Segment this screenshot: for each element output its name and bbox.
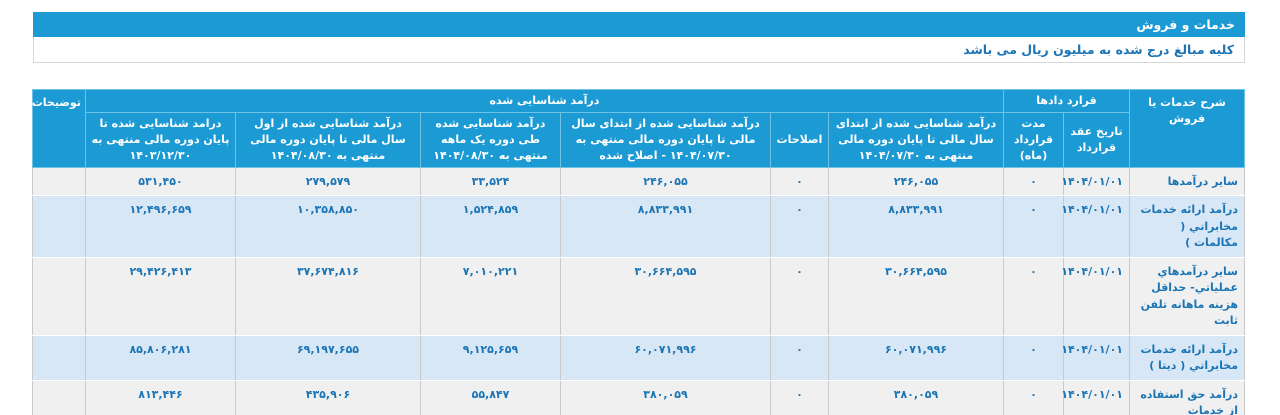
cell-adjustments: ۰ xyxy=(769,379,829,415)
col-header-rev-one-month-0830: درآمد شناسایی شده طی دوره یک ماهه منتهی … xyxy=(419,111,561,168)
table-row: درآمد ارائه خدمات مخابراتي ( دیتا ) ۱۴۰۴/… xyxy=(31,334,1245,381)
cell-rev-until-1403: ۸۱۳,۴۴۶ xyxy=(84,379,236,415)
col-group-contracts: قرارد دادها xyxy=(1002,89,1131,113)
revenue-table: شرح خدمات یا فروش قرارد دادها درآمد شناس… xyxy=(32,89,1245,415)
cell-rev-fy-0730: ۶۰,۰۷۱,۹۹۶ xyxy=(827,334,1004,381)
cell-notes xyxy=(31,166,86,197)
cell-notes xyxy=(31,256,86,336)
cell-service: درآمد حق استفاده از خدمات مخابراتي xyxy=(1129,379,1245,415)
col-header-rev-fy-0730-adjusted: درآمد شناسایی شده از ابتدای سال مالی تا … xyxy=(559,111,771,168)
cell-rev-until-1403: ۲۹,۴۲۶,۴۱۳ xyxy=(84,256,236,336)
cell-rev-fy-0730: ۸,۸۳۳,۹۹۱ xyxy=(827,195,1004,258)
col-header-contract-date: تاریخ عقد قرارداد xyxy=(1063,111,1130,168)
cell-rev-fy-0830: ۱۰,۳۵۸,۸۵۰ xyxy=(234,195,421,258)
cell-duration: ۰ xyxy=(1002,334,1065,381)
col-group-revenue: درآمد شناسایی شده xyxy=(84,89,1004,113)
cell-rev-until-1403: ۱۲,۴۹۶,۶۵۹ xyxy=(84,195,236,258)
cell-rev-fy-0730-adj: ۶۰,۰۷۱,۹۹۶ xyxy=(559,334,771,381)
section-title: خدمات و فروش xyxy=(1136,17,1235,32)
cell-rev-fy-0730-adj: ۳۰,۶۶۴,۵۹۵ xyxy=(559,256,771,336)
col-header-notes: توضیحات xyxy=(32,89,86,168)
cell-duration: ۰ xyxy=(1002,256,1065,336)
cell-contract-date: ۱۴۰۴/۰۱/۰۱ xyxy=(1061,195,1130,258)
cell-adjustments: ۰ xyxy=(769,166,829,197)
cell-rev-fy-0730-adj: ۸,۸۳۳,۹۹۱ xyxy=(559,195,771,258)
cell-rev-month-0830: ۱,۵۲۴,۸۵۹ xyxy=(419,195,561,258)
currency-note: کلیه مبالغ درج شده به میلیون ریال می باش… xyxy=(963,42,1234,57)
table-row: درآمد ارائه خدمات مخابراتي ( مکالمات ) ۱۴… xyxy=(31,195,1245,258)
cell-service: سایر درآمدهاي عملیاتي- حداقل هزینه ماهان… xyxy=(1129,256,1245,336)
cell-contract-date: ۱۴۰۴/۰۱/۰۱ xyxy=(1061,166,1130,197)
cell-service: درآمد ارائه خدمات مخابراتي ( مکالمات ) xyxy=(1129,195,1245,258)
cell-rev-fy-0730: ۳۰,۶۶۴,۵۹۵ xyxy=(827,256,1004,336)
cell-contract-date: ۱۴۰۴/۰۱/۰۱ xyxy=(1061,379,1130,415)
cell-service: سایر درآمدها xyxy=(1129,166,1245,197)
cell-rev-fy-0730-adj: ۲۴۶,۰۵۵ xyxy=(559,166,771,197)
cell-rev-fy-0830: ۲۷۹,۵۷۹ xyxy=(234,166,421,197)
col-header-rev-until-1403: درامد شناسایی شده تا پایان دوره مالی منت… xyxy=(84,111,236,168)
table-row: درآمد حق استفاده از خدمات مخابراتي۱۴۰۴/۰… xyxy=(31,379,1245,415)
cell-rev-fy-0830: ۶۹,۱۹۷,۶۵۵ xyxy=(234,334,421,381)
cell-service: درآمد ارائه خدمات مخابراتي ( دیتا ) xyxy=(1129,334,1245,381)
cell-rev-month-0830: ۹,۱۲۵,۶۵۹ xyxy=(419,334,561,381)
cell-notes xyxy=(31,334,86,381)
cell-adjustments: ۰ xyxy=(769,334,829,381)
cell-rev-fy-0830: ۴۳۵,۹۰۶ xyxy=(234,379,421,415)
table-header: شرح خدمات یا فروش قرارد دادها درآمد شناس… xyxy=(32,89,1245,168)
cell-rev-fy-0830: ۳۷,۶۷۴,۸۱۶ xyxy=(234,256,421,336)
cell-adjustments: ۰ xyxy=(769,195,829,258)
cell-rev-month-0830: ۵۵,۸۴۷ xyxy=(419,379,561,415)
currency-note-bar: کلیه مبالغ درج شده به میلیون ریال می باش… xyxy=(33,37,1245,63)
cell-contract-date: ۱۴۰۴/۰۱/۰۱ xyxy=(1061,334,1130,381)
table-body: سایر درآمدها ۱۴۰۴/۰۱/۰۱ ۰ ۲۴۶,۰۵۵ ۰ ۲۴۶,۰۵۵ ۳۳… xyxy=(31,166,1245,415)
cell-rev-until-1403: ۸۵,۸۰۶,۲۸۱ xyxy=(84,334,236,381)
cell-rev-fy-0730-adj: ۳۸۰,۰۵۹ xyxy=(559,379,771,415)
revenue-table-wrap: شرح خدمات یا فروش قرارد دادها درآمد شناس… xyxy=(32,89,1245,415)
table-row: سایر درآمدها ۱۴۰۴/۰۱/۰۱ ۰ ۲۴۶,۰۵۵ ۰ ۲۴۶,۰۵۵ ۳۳… xyxy=(31,166,1245,197)
col-header-adjustments: اصلاحات xyxy=(769,111,829,168)
cell-contract-date: ۱۴۰۴/۰۱/۰۱ xyxy=(1061,256,1130,336)
cell-rev-fy-0730: ۲۴۶,۰۵۵ xyxy=(827,166,1004,197)
cell-rev-until-1403: ۵۳۱,۴۵۰ xyxy=(84,166,236,197)
header-group-row: شرح خدمات یا فروش قرارد دادها درآمد شناس… xyxy=(32,89,1245,168)
col-header-rev-fy-0730: درآمد شناسایی شده از ابتدای سال مالی تا … xyxy=(827,111,1004,168)
cell-rev-month-0830: ۷,۰۱۰,۲۲۱ xyxy=(419,256,561,336)
cell-notes xyxy=(31,195,86,258)
cell-rev-fy-0730: ۳۸۰,۰۵۹ xyxy=(827,379,1004,415)
col-header-service: شرح خدمات یا فروش xyxy=(1129,89,1245,168)
cell-duration: ۰ xyxy=(1002,166,1065,197)
cell-rev-month-0830: ۳۳,۵۲۴ xyxy=(419,166,561,197)
cell-notes xyxy=(31,379,86,415)
cell-adjustments: ۰ xyxy=(769,256,829,336)
cell-duration: ۰ xyxy=(1002,195,1065,258)
section-title-bar: خدمات و فروش xyxy=(33,12,1245,37)
header-detail-row: تاریخ عقد قرارداد مدت قرارداد (ماه) درآم… xyxy=(32,111,1244,168)
table-row: سایر درآمدهاي عملیاتي- حداقل هزینه ماهان… xyxy=(31,256,1245,336)
col-header-rev-fy-0830: درآمد شناسایی شده از اول سال مالی تا پای… xyxy=(234,111,421,168)
col-header-contract-duration: مدت قرارداد (ماه) xyxy=(1002,111,1065,168)
cell-duration: ۰ xyxy=(1002,379,1065,415)
